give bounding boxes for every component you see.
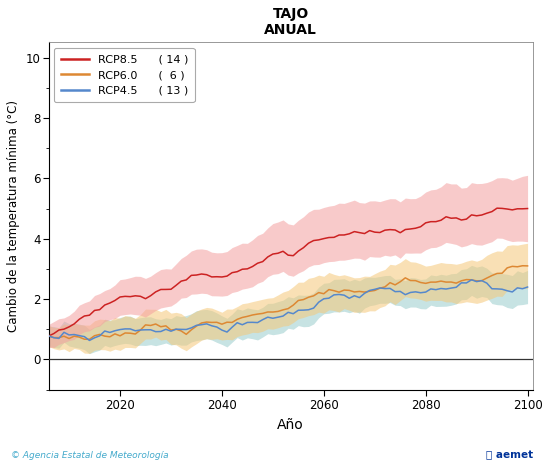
X-axis label: Año: Año [277, 418, 304, 432]
Text: © Agencia Estatal de Meteorología: © Agencia Estatal de Meteorología [11, 451, 169, 460]
Legend: RCP8.5      ( 14 ), RCP6.0      (  6 ), RCP4.5      ( 13 ): RCP8.5 ( 14 ), RCP6.0 ( 6 ), RCP4.5 ( 13… [54, 48, 195, 103]
Text: ⓠ aemet: ⓠ aemet [486, 450, 534, 460]
Y-axis label: Cambio de la temperatura mínima (°C): Cambio de la temperatura mínima (°C) [7, 100, 20, 332]
Title: TAJO
ANUAL: TAJO ANUAL [264, 7, 317, 37]
